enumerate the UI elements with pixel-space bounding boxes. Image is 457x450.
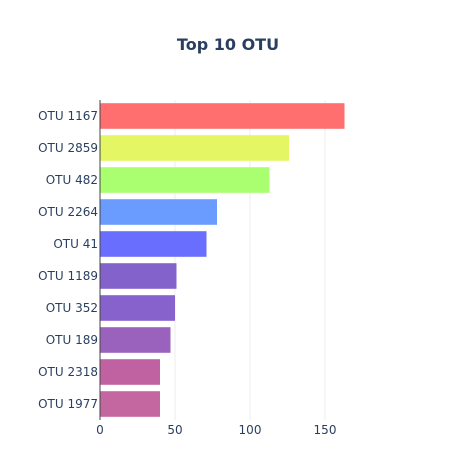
y-tick-label: OTU 2859 [38,141,98,155]
bar[interactable] [100,391,160,417]
y-tick-label: OTU 1977 [38,397,98,411]
bar[interactable] [100,103,345,129]
y-tick-label: OTU 189 [46,333,98,347]
bar[interactable] [100,167,270,193]
bar[interactable] [100,199,217,225]
bar[interactable] [100,359,160,385]
x-tick-label: 0 [96,423,104,437]
y-tick-label: OTU 2318 [38,365,98,379]
x-tick-label: 150 [314,423,337,437]
bar[interactable] [100,231,207,257]
bar[interactable] [100,135,289,161]
bars [100,103,345,417]
bar[interactable] [100,295,175,321]
y-tick-label: OTU 352 [46,301,98,315]
y-tick-label: OTU 41 [53,237,98,251]
chart-title: Top 10 OTU [177,35,279,54]
y-tick-label: OTU 482 [46,173,98,187]
x-axis: 0 50 100 150 [96,423,336,437]
y-tick-label: OTU 1167 [38,109,98,123]
x-tick-label: 50 [167,423,182,437]
bar[interactable] [100,327,171,353]
y-axis: OTU 1167 OTU 2859 OTU 482 OTU 2264 OTU 41 OTU… [38,100,101,420]
y-tick-label: OTU 1189 [38,269,98,283]
x-tick-label: 100 [239,423,262,437]
y-tick-label: OTU 2264 [38,205,98,219]
bar[interactable] [100,263,177,289]
